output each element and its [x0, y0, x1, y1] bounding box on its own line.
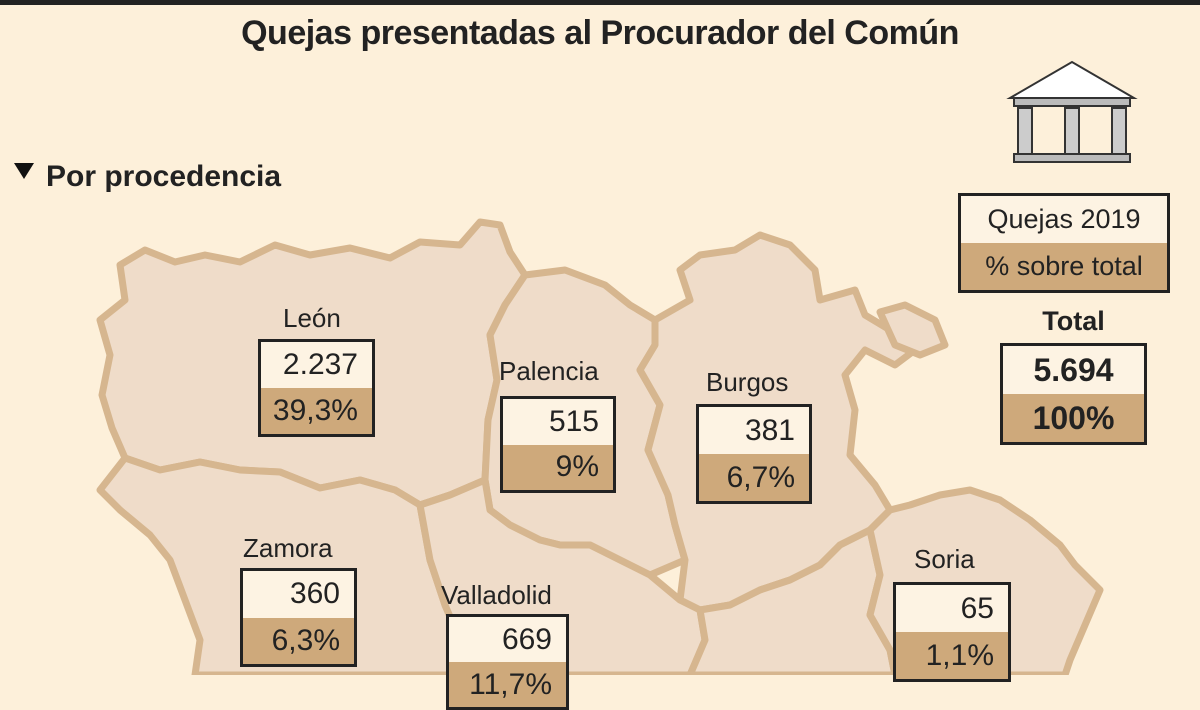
count-palencia: 515 — [503, 399, 613, 445]
pct-leon: 39,3% — [261, 388, 372, 434]
region-label-palencia: Palencia — [499, 356, 599, 386]
data-box-burgos: 381 6,7% — [696, 404, 812, 504]
top-rule — [0, 0, 1200, 5]
legend-box: Quejas 2019 % sobre total — [958, 193, 1170, 293]
count-burgos: 381 — [699, 407, 809, 454]
data-box-valladolid: 669 11,7% — [446, 614, 569, 710]
pct-valladolid: 11,7% — [449, 662, 566, 707]
data-box-soria: 65 1,1% — [893, 582, 1011, 682]
count-soria: 65 — [896, 585, 1008, 632]
legend-pct-label: % sobre total — [961, 243, 1167, 290]
data-box-leon: 2.237 39,3% — [258, 339, 375, 437]
count-valladolid: 669 — [449, 617, 566, 662]
region-label-valladolid: Valladolid — [441, 580, 552, 610]
legend-count-label: Quejas 2019 — [961, 196, 1167, 243]
region-label-burgos: Burgos — [706, 367, 789, 397]
region-label-zamora: Zamora — [243, 533, 333, 563]
data-box-zamora: 360 6,3% — [240, 568, 357, 667]
total-label: Total — [1042, 306, 1105, 336]
section-subtitle: Por procedencia — [14, 160, 281, 194]
total-pct: 100% — [1003, 394, 1144, 442]
region-label-soria: Soria — [914, 544, 975, 574]
building-icon — [1006, 60, 1138, 163]
total-count: 5.694 — [1003, 346, 1144, 394]
triangle-down-icon — [14, 163, 34, 179]
pct-soria: 1,1% — [896, 632, 1008, 679]
region-map — [96, 60, 1138, 675]
page-title: Quejas presentadas al Procurador del Com… — [241, 14, 959, 52]
subtitle-text: Por procedencia — [46, 160, 282, 193]
count-leon: 2.237 — [261, 342, 372, 388]
total-box: 5.694 100% — [1000, 343, 1147, 445]
pct-zamora: 6,3% — [243, 617, 354, 664]
pct-palencia: 9% — [503, 444, 613, 490]
count-zamora: 360 — [243, 571, 354, 618]
region-shape-enclave — [876, 301, 949, 359]
data-box-palencia: 515 9% — [500, 396, 616, 493]
region-label-leon: León — [283, 303, 341, 333]
pct-burgos: 6,7% — [699, 454, 809, 501]
